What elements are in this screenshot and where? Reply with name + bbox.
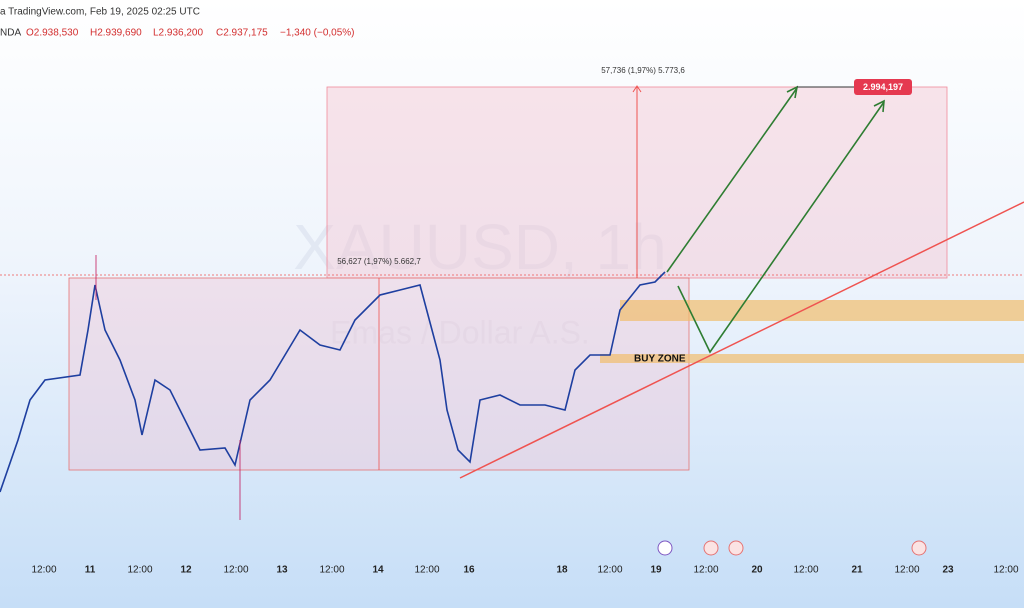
symbol-label: NDA — [0, 28, 21, 39]
upper-measure-label: 57,736 (1,97%) 5.773,6 — [601, 66, 685, 75]
high-label: H2.939,690 — [90, 28, 142, 39]
time-tick-label: 12:00 — [894, 565, 919, 576]
open-label: O2.938,530 — [26, 28, 79, 39]
time-tick-label: 21 — [851, 565, 863, 576]
watermark-name: Emas / Dollar A.S. — [330, 314, 590, 350]
source-label: a TradingView.com, Feb 19, 2025 02:25 UT… — [0, 7, 200, 18]
time-axis: 12:00 11 12:00 12 12:00 13 12:00 14 12:00 16 18 12:… — [31, 565, 1018, 576]
time-tick-label: 12:00 — [597, 565, 622, 576]
time-tick-label: 23 — [942, 565, 954, 576]
time-tick-label: 13 — [276, 565, 288, 576]
event-icon[interactable] — [728, 540, 744, 556]
change-label: −1,340 (−0,05%) — [280, 28, 355, 39]
measure-arrowhead — [632, 85, 642, 93]
time-tick-label: 12:00 — [319, 565, 344, 576]
resistance-zone — [620, 300, 1024, 321]
watermark-symbol: XAUUSD, 1h — [293, 211, 666, 283]
time-tick-label: 14 — [372, 565, 384, 576]
time-tick-label: 12:00 — [414, 565, 439, 576]
event-icon[interactable] — [657, 540, 673, 556]
target-tag — [854, 79, 912, 95]
target-price-label: 2.994,197 — [863, 82, 903, 92]
time-tick-label: 12:00 — [127, 565, 152, 576]
buy-zone — [600, 354, 1024, 363]
close-label: C2.937,175 — [216, 28, 268, 39]
buy-zone-label: BUY ZONE — [634, 354, 686, 365]
event-icon[interactable] — [911, 540, 927, 556]
forecast-arrow — [677, 101, 885, 354]
time-tick-label: 12 — [180, 565, 192, 576]
arrowhead — [873, 99, 885, 113]
time-tick-label: 18 — [556, 565, 568, 576]
time-tick-label: 16 — [463, 565, 475, 576]
time-tick-label: 12:00 — [693, 565, 718, 576]
time-tick-label: 12:00 — [223, 565, 248, 576]
time-tick-label: 20 — [751, 565, 763, 576]
price-path — [0, 271, 666, 493]
time-tick-label: 12:00 — [793, 565, 818, 576]
time-tick-label: 19 — [650, 565, 662, 576]
time-tick-label: 11 — [85, 565, 96, 576]
lower-measure-label: 56,627 (1,97%) 5.662,7 — [337, 257, 421, 266]
trend-line — [459, 201, 1024, 479]
time-tick-label: 12:00 — [993, 565, 1018, 576]
event-icon[interactable] — [703, 540, 719, 556]
low-label: L2.936,200 — [153, 28, 203, 39]
time-tick-label: 12:00 — [31, 565, 56, 576]
forecast-arrow — [666, 87, 798, 273]
